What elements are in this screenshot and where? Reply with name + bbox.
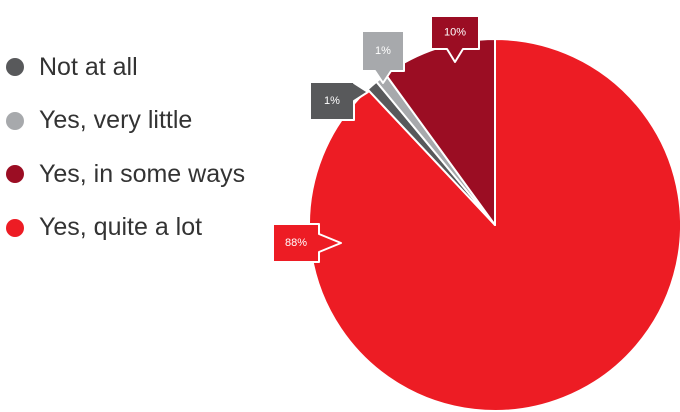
- data-label: 10%: [444, 27, 466, 39]
- callout-yes-quite-a-lot: 88%: [272, 223, 342, 263]
- legend-item-yes-very-little: Yes, very little: [6, 106, 245, 134]
- callout-not-at-all: 1%: [309, 81, 369, 121]
- legend-swatch: [6, 58, 24, 76]
- callout-yes-very-little: 1%: [361, 30, 405, 84]
- data-label: 1%: [324, 95, 340, 107]
- legend-label: Yes, in some ways: [39, 159, 246, 188]
- callout-box: [430, 15, 480, 63]
- legend-label: Yes, very little: [39, 106, 193, 134]
- legend-label: Not at all: [39, 52, 138, 81]
- legend-swatch: [6, 165, 24, 183]
- legend-swatch: [6, 218, 24, 237]
- callout-box: [309, 81, 369, 121]
- legend: Not at all Yes, very little Yes, in some…: [6, 52, 246, 268]
- legend-item-yes-in-some-ways: Yes, in some ways: [6, 159, 246, 188]
- legend-item-not-at-all: Not at all: [6, 52, 245, 81]
- legend-item-yes-quite-a-lot: Yes, quite a lot: [6, 213, 245, 241]
- data-label: 1%: [375, 45, 391, 57]
- callout-box: [361, 30, 405, 84]
- callout-yes-in-some-ways: 10%: [430, 15, 480, 63]
- legend-swatch: [6, 111, 24, 130]
- callout-box: [272, 223, 342, 263]
- legend-label: Yes, quite a lot: [39, 213, 203, 241]
- data-label: 88%: [285, 237, 307, 249]
